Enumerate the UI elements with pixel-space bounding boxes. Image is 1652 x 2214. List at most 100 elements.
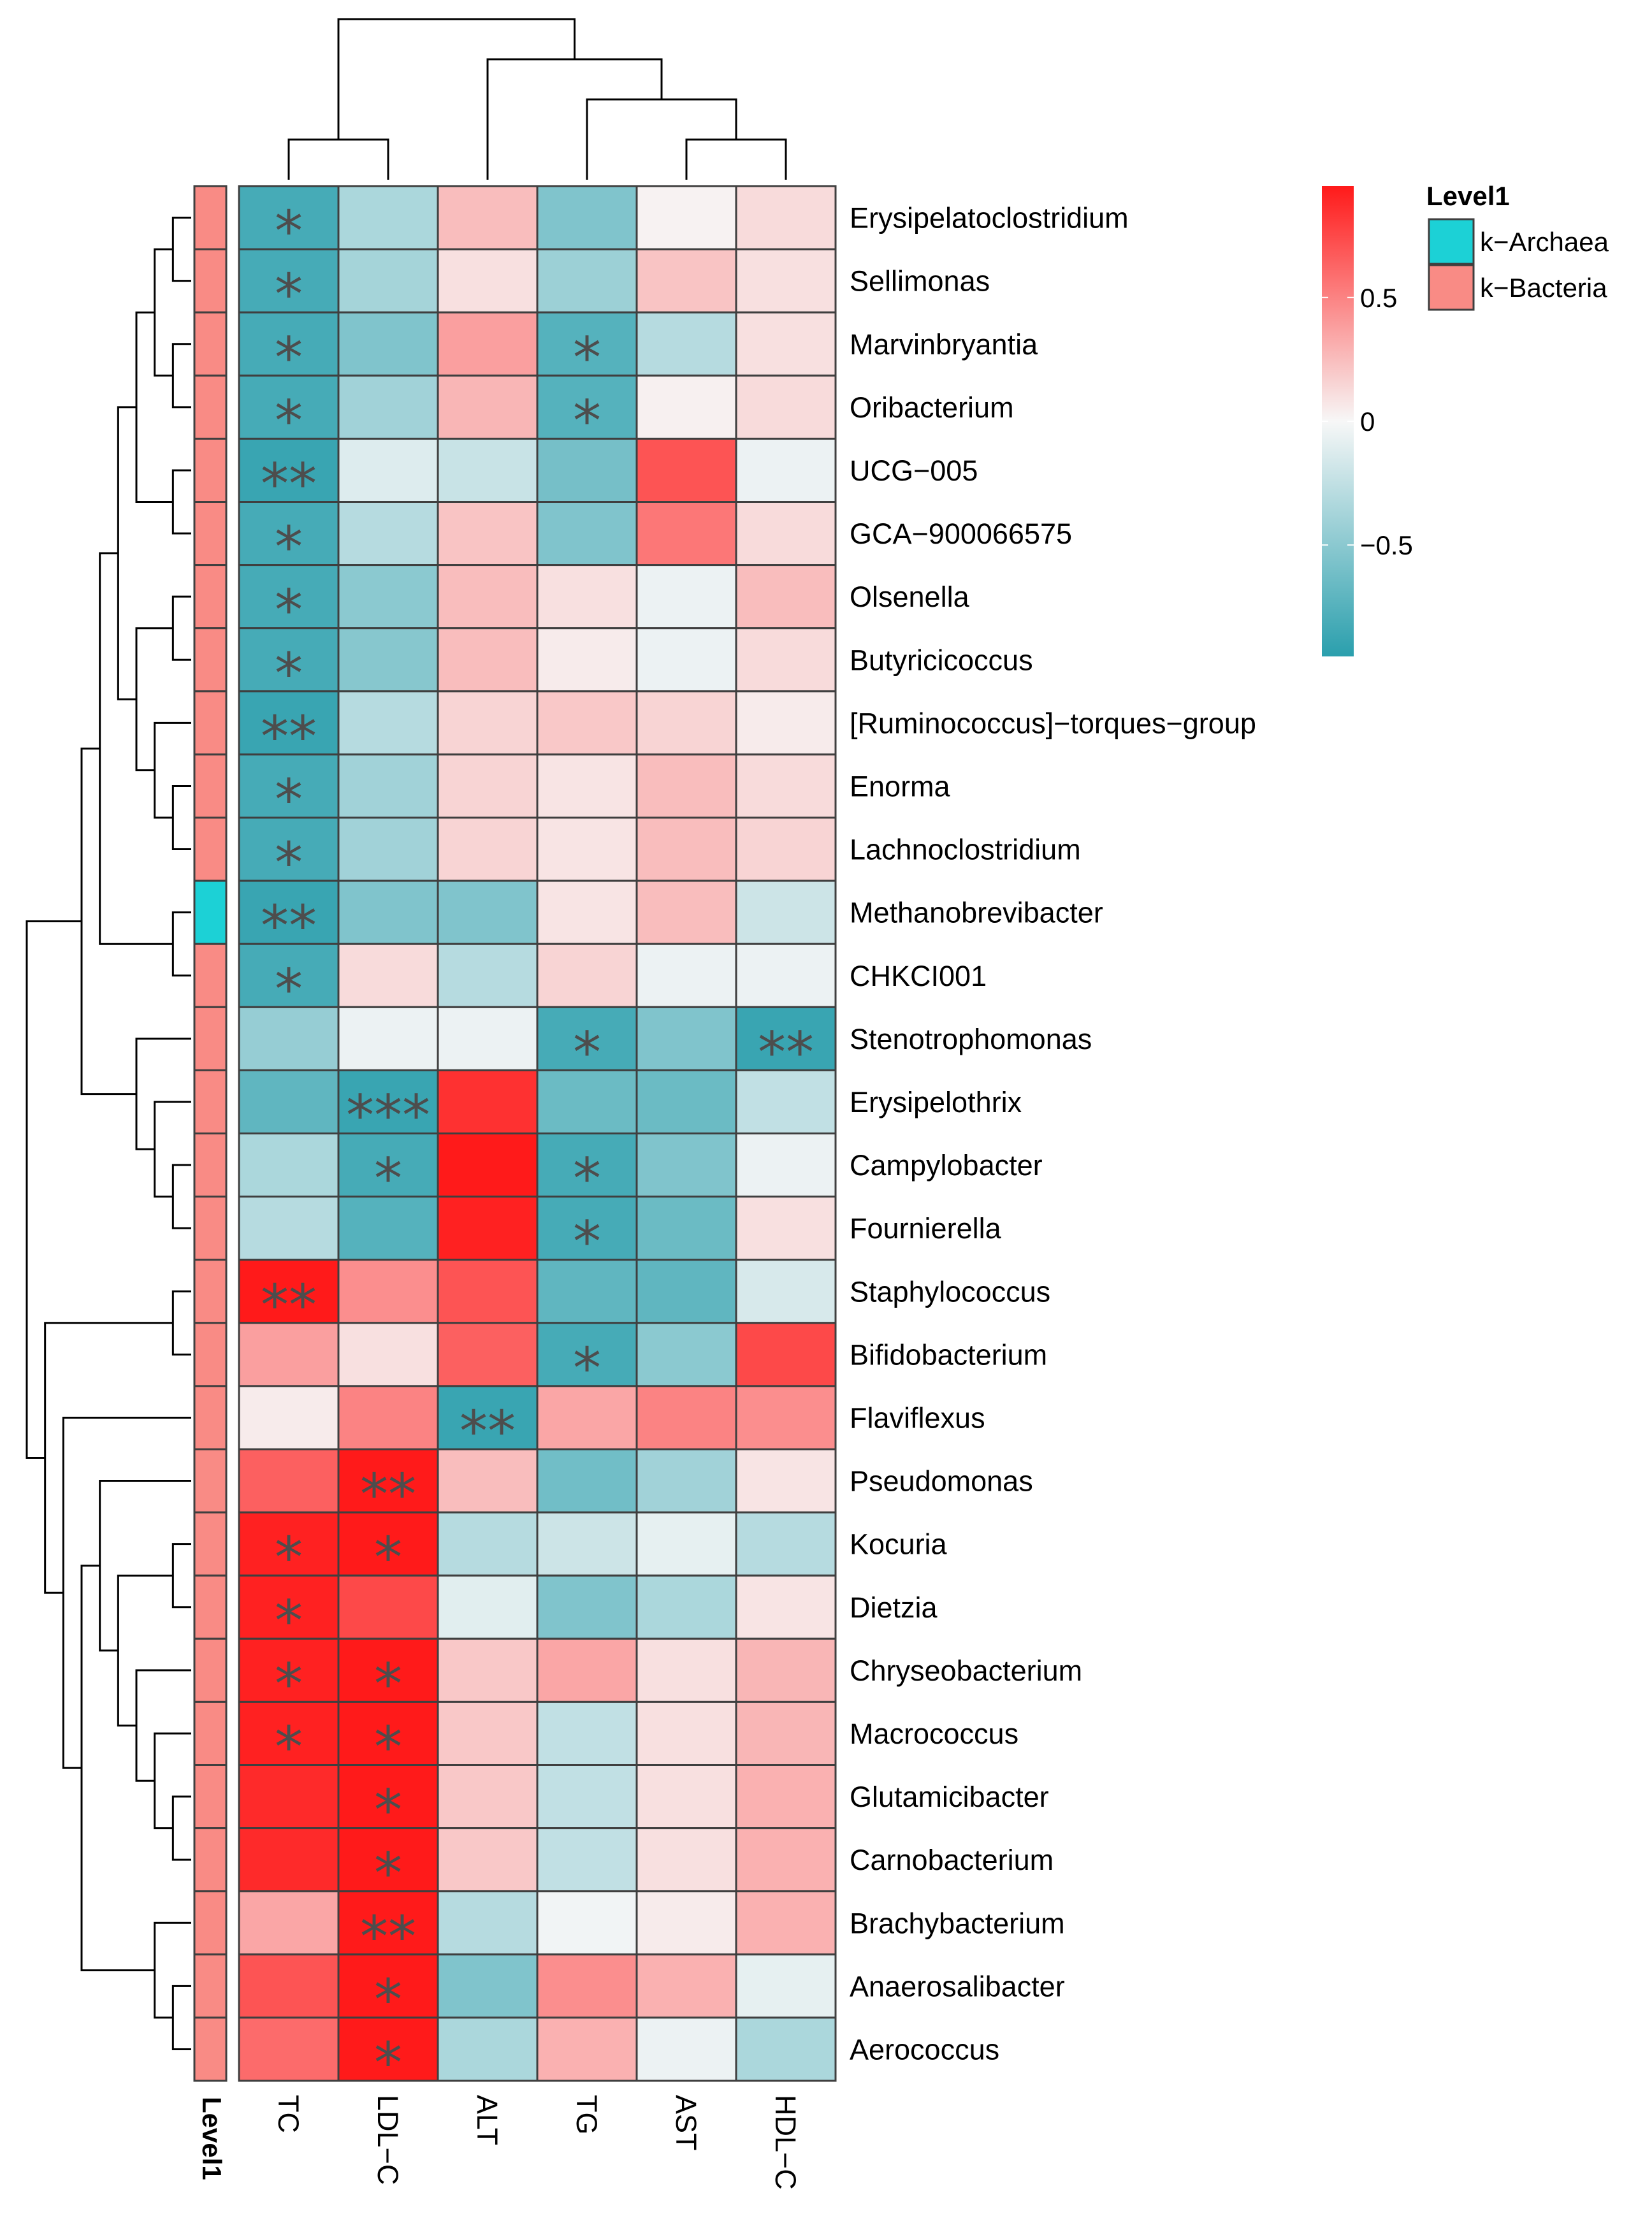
annotation-cell xyxy=(193,1322,228,1387)
heatmap-cell xyxy=(337,1700,439,1766)
annotation-cell xyxy=(193,690,228,756)
heatmap-cell xyxy=(437,437,539,503)
heatmap-cell xyxy=(635,1637,737,1703)
annotation-cell xyxy=(193,1259,228,1324)
colorbar-tick-label: 0 xyxy=(1360,407,1375,437)
heatmap-cell xyxy=(238,1196,340,1261)
significance-mark: * xyxy=(275,957,303,1022)
row-label: Olsenella xyxy=(850,581,970,613)
heatmap-cell xyxy=(337,1385,439,1451)
heatmap-cell xyxy=(437,501,539,567)
heatmap-cell xyxy=(337,374,439,440)
dendrogram-branch xyxy=(171,911,191,977)
row-label: Bifidobacterium xyxy=(850,1338,1047,1371)
heatmap-cell xyxy=(635,501,737,567)
heatmap-cell xyxy=(735,1006,837,1071)
significance-mark: * xyxy=(275,640,303,706)
row-label: Erysipelothrix xyxy=(850,1086,1022,1118)
heatmap-cell xyxy=(536,1511,638,1577)
heatmap-cell xyxy=(735,879,837,945)
heatmap-cell xyxy=(536,1637,638,1703)
annotation-cell xyxy=(193,816,228,882)
annotation-cell xyxy=(193,1069,228,1135)
significance-mark: * xyxy=(275,262,303,328)
significance-mark: * xyxy=(573,1209,601,1275)
heatmap-cell xyxy=(437,816,539,882)
heatmap-cell xyxy=(536,1953,638,2019)
heatmap-cell xyxy=(735,248,837,314)
heatmap-cell xyxy=(536,185,638,250)
heatmap-cell xyxy=(238,1322,340,1387)
annotation-cell xyxy=(193,1574,228,1640)
heatmap-cell xyxy=(635,437,737,503)
annotation-cell xyxy=(193,501,228,567)
heatmap-cell xyxy=(238,1385,340,1451)
row-label: Butyricicoccus xyxy=(850,644,1033,676)
dendrogram-branch xyxy=(154,248,173,377)
heatmap-cell xyxy=(437,1006,539,1071)
row-label: GCA−900066575 xyxy=(850,517,1072,550)
heatmap-cell xyxy=(536,564,638,630)
heatmap-cell xyxy=(337,1890,439,1956)
heatmap-cell xyxy=(437,1953,539,2019)
heatmap-cell xyxy=(337,311,439,377)
significance-mark: *** xyxy=(346,1083,430,1148)
annotation-cell xyxy=(193,311,228,377)
heatmap-cell xyxy=(735,501,837,567)
heatmap-cell xyxy=(238,374,340,440)
heatmap-cell xyxy=(635,1385,737,1451)
row-label: [Ruminococcus]−torques−group xyxy=(850,707,1256,739)
heatmap-cell xyxy=(536,1890,638,1956)
dendrogram-branch xyxy=(99,1480,191,1652)
heatmap-cell xyxy=(337,690,439,756)
heatmap-cell xyxy=(536,248,638,314)
heatmap-cell xyxy=(735,1827,837,1893)
heatmap-cell xyxy=(238,185,340,250)
heatmap-cell xyxy=(635,943,737,1008)
heatmap-cell xyxy=(536,943,638,1008)
heatmap-cell xyxy=(337,437,439,503)
annotation-cell xyxy=(193,627,228,693)
legend-label: k−Archaea xyxy=(1480,227,1609,257)
significance-mark: * xyxy=(275,577,303,643)
heatmap-cell xyxy=(536,374,638,440)
heatmap-cell xyxy=(735,1511,837,1577)
heatmap-cell xyxy=(238,690,340,756)
heatmap-cell xyxy=(238,248,340,314)
heatmap-cell xyxy=(337,1069,439,1135)
heatmap-cell xyxy=(536,1069,638,1135)
significance-mark: * xyxy=(275,830,303,896)
heatmap-cell xyxy=(536,879,638,945)
heatmap-cell xyxy=(437,1827,539,1893)
annotation-cell xyxy=(193,753,228,819)
heatmap-cell xyxy=(238,1069,340,1135)
row-label: Methanobrevibacter xyxy=(850,897,1103,929)
heatmap-cell xyxy=(635,1322,737,1387)
row-label: Enorma xyxy=(850,770,951,802)
dendrogram-branch xyxy=(171,217,191,282)
heatmap-cell xyxy=(238,2016,340,2082)
dendrogram-branch xyxy=(171,785,191,851)
dendrogram-branch xyxy=(99,552,173,945)
significance-mark: * xyxy=(374,2030,402,2095)
row-label: Glutamicibacter xyxy=(850,1781,1049,1813)
heatmap-cell xyxy=(735,627,837,693)
heatmap-cell xyxy=(337,943,439,1008)
heatmap-cell xyxy=(337,753,439,819)
heatmap-cell xyxy=(437,627,539,693)
heatmap-cell xyxy=(536,690,638,756)
heatmap-cell xyxy=(437,374,539,440)
heatmap-cell xyxy=(735,1069,837,1135)
heatmap-cell xyxy=(735,1637,837,1703)
significance-mark: * xyxy=(374,1146,402,1212)
dendrogram-branch xyxy=(171,1795,191,1861)
heatmap-cell xyxy=(635,1511,737,1577)
significance-marks: *** ** ************** ****** ********** *** **… xyxy=(261,199,814,2096)
heatmap-cell xyxy=(735,1385,837,1451)
heatmap-cell xyxy=(437,564,539,630)
heatmap-cell xyxy=(735,1700,837,1766)
heatmap-cell xyxy=(437,1259,539,1324)
heatmap-cell xyxy=(536,1764,638,1830)
heatmap-cell xyxy=(735,943,837,1008)
significance-mark: * xyxy=(275,1651,303,1717)
